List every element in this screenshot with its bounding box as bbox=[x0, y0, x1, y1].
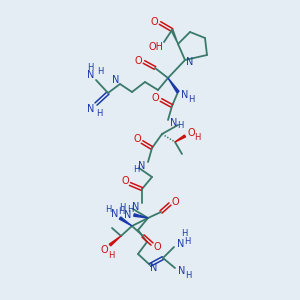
Text: O: O bbox=[121, 176, 129, 186]
Text: H: H bbox=[96, 109, 102, 118]
Text: H: H bbox=[119, 202, 125, 211]
Text: H: H bbox=[105, 206, 111, 214]
Text: H: H bbox=[194, 134, 200, 142]
Text: N: N bbox=[111, 209, 119, 219]
Text: H: H bbox=[108, 250, 114, 260]
Text: N: N bbox=[138, 161, 146, 171]
Text: N: N bbox=[112, 75, 120, 85]
Text: N: N bbox=[186, 57, 194, 67]
Text: N: N bbox=[177, 239, 185, 249]
Text: O: O bbox=[133, 134, 141, 144]
Text: N: N bbox=[87, 70, 95, 80]
Text: O: O bbox=[171, 197, 179, 207]
Polygon shape bbox=[119, 217, 132, 226]
Polygon shape bbox=[175, 135, 186, 142]
Text: N: N bbox=[87, 104, 95, 114]
Text: H: H bbox=[97, 67, 103, 76]
Text: O: O bbox=[187, 128, 195, 138]
Text: H: H bbox=[188, 94, 194, 103]
Text: O: O bbox=[150, 17, 158, 27]
Text: H: H bbox=[184, 236, 190, 245]
Polygon shape bbox=[109, 236, 121, 246]
Text: H: H bbox=[133, 164, 139, 173]
Polygon shape bbox=[171, 30, 178, 44]
Text: N: N bbox=[132, 202, 140, 212]
Text: O: O bbox=[151, 93, 159, 103]
Text: H: H bbox=[127, 206, 133, 214]
Text: N: N bbox=[124, 210, 132, 220]
Text: N: N bbox=[178, 266, 186, 276]
Text: H: H bbox=[87, 62, 93, 71]
Text: O: O bbox=[100, 245, 108, 255]
Text: N: N bbox=[170, 118, 178, 128]
Polygon shape bbox=[168, 78, 179, 93]
Text: N: N bbox=[150, 263, 158, 273]
Text: H: H bbox=[185, 271, 191, 280]
Text: H: H bbox=[177, 122, 183, 130]
Text: H: H bbox=[181, 230, 187, 238]
Text: O: O bbox=[153, 242, 161, 252]
Text: H: H bbox=[118, 206, 124, 215]
Text: O: O bbox=[134, 56, 142, 66]
Text: OH: OH bbox=[148, 42, 164, 52]
Text: N: N bbox=[181, 90, 189, 100]
Polygon shape bbox=[134, 214, 148, 218]
